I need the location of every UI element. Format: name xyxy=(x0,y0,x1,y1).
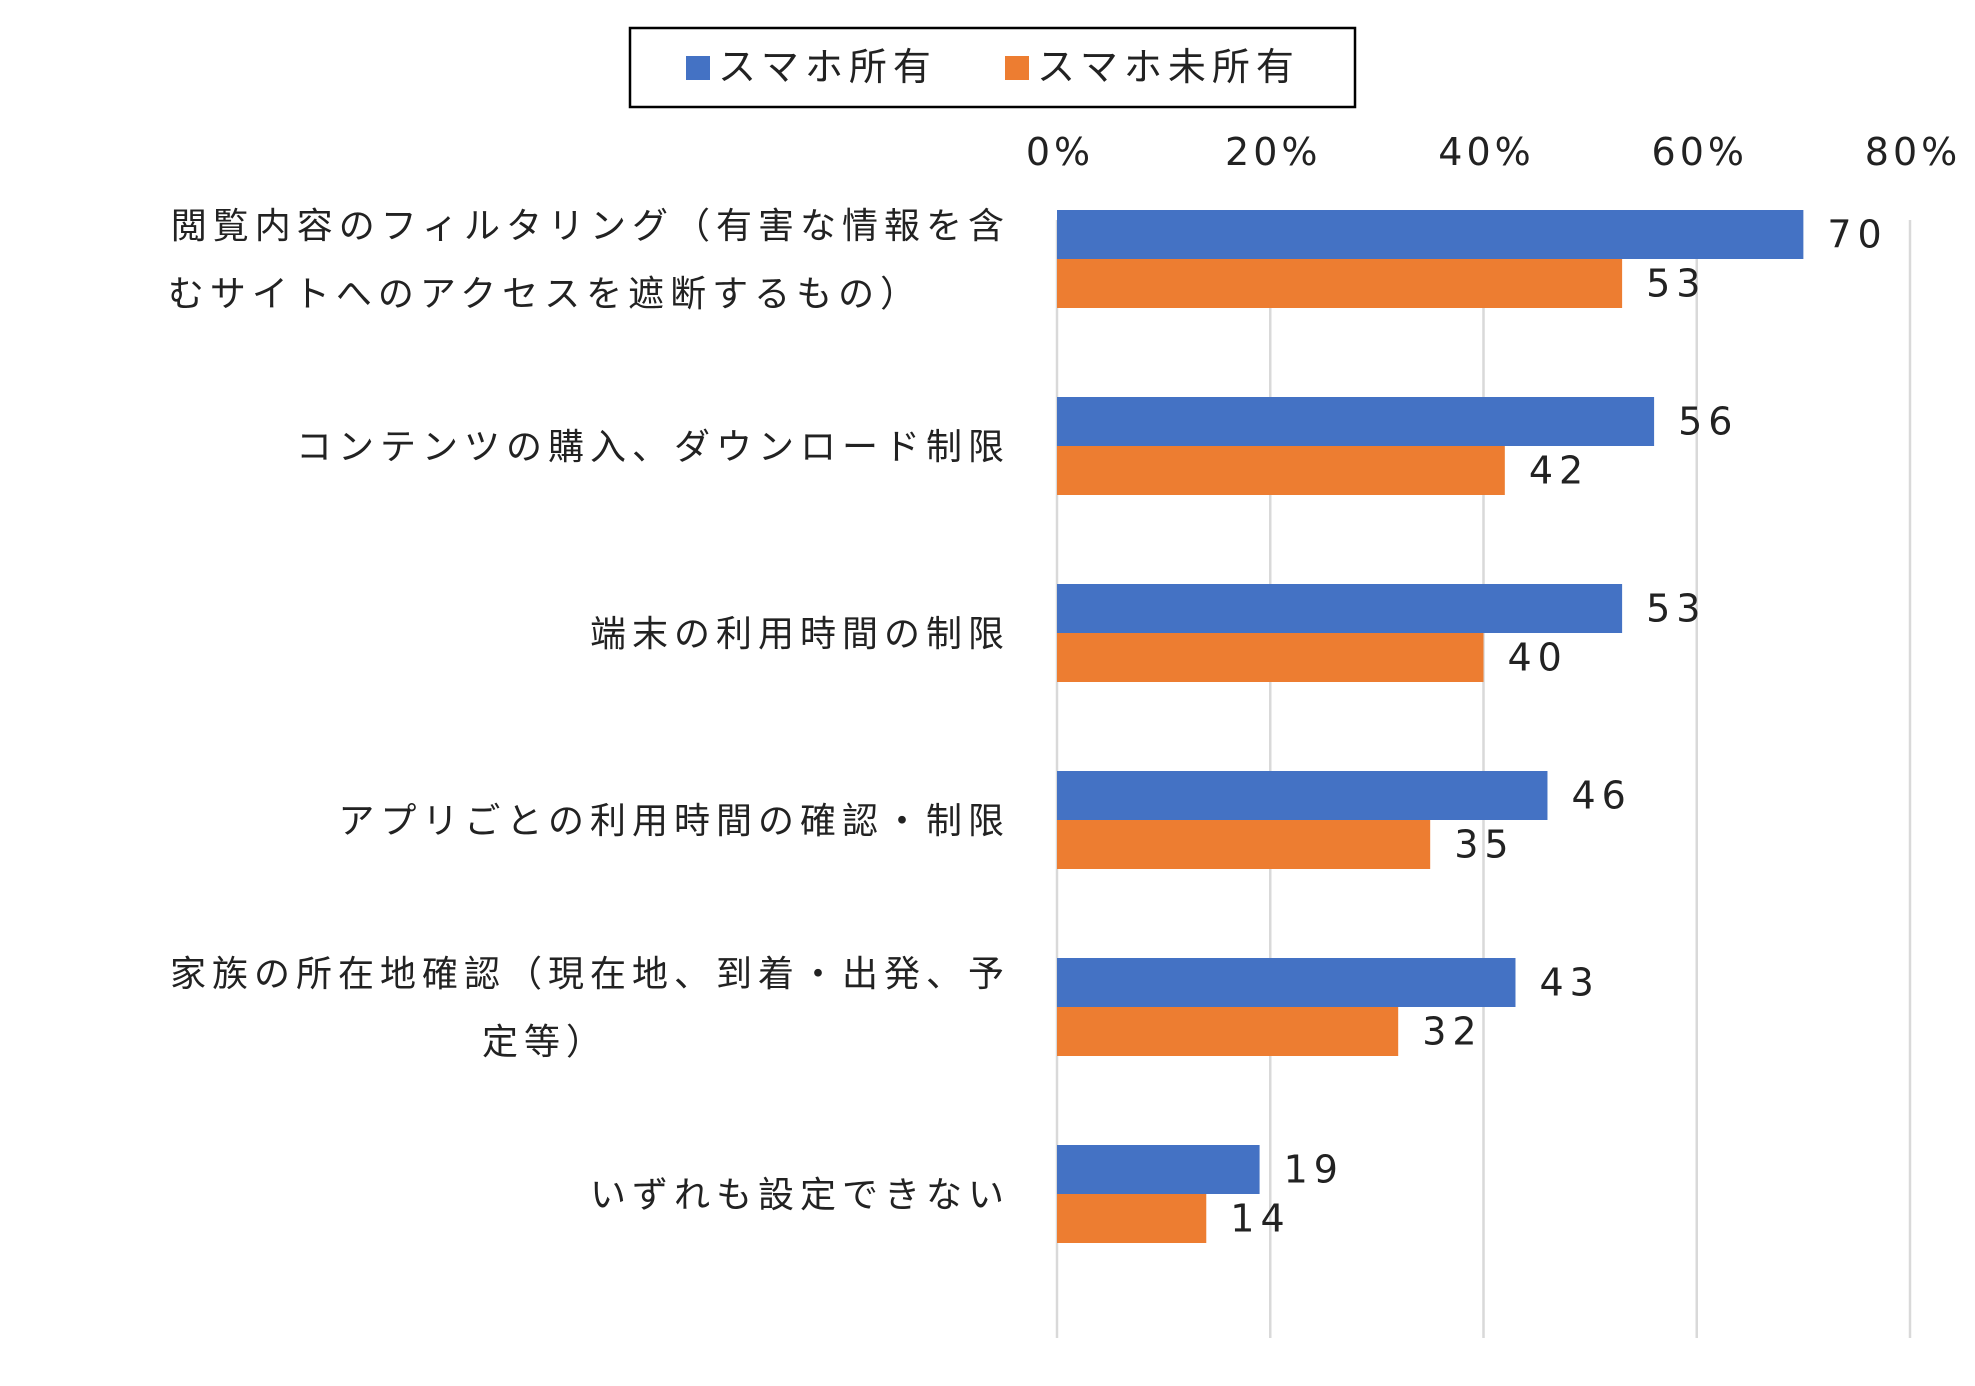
bars xyxy=(1057,210,1804,1243)
bar-2-2 xyxy=(1057,446,1505,495)
x-tick-label: 80% xyxy=(1865,130,1961,174)
x-axis-ticks: 0% 20% 40% 60% 80% xyxy=(1026,130,1961,174)
data-label: 70 xyxy=(1827,213,1887,257)
category-label: コンテンツの購入、ダウンロード制限 xyxy=(296,427,1010,468)
legend: スマホ所有 スマホ未所有 xyxy=(628,26,1357,109)
category-label: 閲覧内容のフィルタリング（有害な情報を含 xyxy=(171,206,1010,247)
data-label: 14 xyxy=(1230,1197,1290,1241)
data-label: 42 xyxy=(1529,449,1589,493)
x-tick-label: 40% xyxy=(1438,130,1534,174)
data-label: 40 xyxy=(1508,636,1568,680)
x-tick-label: 20% xyxy=(1225,130,1321,174)
category-label: 定等） xyxy=(482,1022,608,1063)
x-tick-label: 0% xyxy=(1026,130,1094,174)
bar-1-5 xyxy=(1057,958,1516,1007)
bar-1-4 xyxy=(1057,771,1548,820)
legend-swatch-series-1 xyxy=(686,56,710,80)
data-label: 43 xyxy=(1539,961,1599,1005)
bar-2-3 xyxy=(1057,633,1484,682)
legend-label-series-2: スマホ未所有 xyxy=(1037,45,1300,89)
bar-2-6 xyxy=(1057,1194,1207,1243)
bar-1-3 xyxy=(1057,584,1623,633)
data-label: 32 xyxy=(1422,1010,1482,1054)
legend-frame xyxy=(628,26,1357,109)
data-label: 35 xyxy=(1454,823,1514,867)
bar-2-5 xyxy=(1057,1007,1399,1056)
bar-1-6 xyxy=(1057,1145,1260,1194)
data-label: 53 xyxy=(1646,262,1706,306)
category-label: むサイトへのアクセスを遮断するもの） xyxy=(168,274,922,315)
category-label: 端末の利用時間の制限 xyxy=(590,614,1010,655)
category-label: いずれも設定できない xyxy=(590,1175,1010,1216)
bar-1-1 xyxy=(1057,210,1804,259)
bar-2-4 xyxy=(1057,820,1431,869)
data-label: 56 xyxy=(1678,400,1738,444)
bar-1-2 xyxy=(1057,397,1655,446)
legend-swatch-series-2 xyxy=(1005,56,1029,80)
data-label: 46 xyxy=(1571,774,1631,818)
category-label: 家族の所在地確認（現在地、到着・出発、予 xyxy=(170,954,1010,995)
category-label: アプリごとの利用時間の確認・制限 xyxy=(338,801,1010,842)
data-label: 53 xyxy=(1646,587,1706,631)
x-tick-label: 60% xyxy=(1652,130,1748,174)
legend-label-series-1: スマホ所有 xyxy=(718,45,937,89)
bar-2-1 xyxy=(1057,259,1623,308)
data-label: 19 xyxy=(1284,1148,1344,1192)
data-labels: 70 53 56 42 53 40 46 35 43 32 19 14 xyxy=(1230,213,1887,1241)
